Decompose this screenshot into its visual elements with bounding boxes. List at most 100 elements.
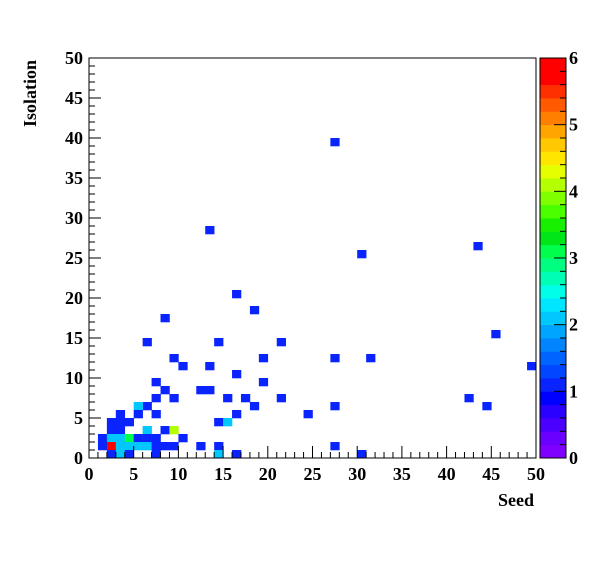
heatmap-cell xyxy=(232,370,242,379)
x-tick-label: 30 xyxy=(348,464,366,484)
colorbar-tick-label: 1 xyxy=(569,381,578,401)
x-tick-label: 35 xyxy=(393,464,411,484)
heatmap-cell xyxy=(133,410,143,419)
colorbar-swatch xyxy=(540,338,566,352)
heatmap-cell xyxy=(133,442,143,451)
heatmap-cell xyxy=(357,450,367,459)
x-axis-label: Seed xyxy=(498,490,534,510)
colorbar-swatch xyxy=(540,324,566,339)
heatmap-cell xyxy=(142,426,152,435)
heatmap-cell xyxy=(115,418,126,427)
heatmap-cell xyxy=(115,426,126,435)
colorbar-swatch xyxy=(540,271,566,286)
heatmap-cell xyxy=(223,394,233,403)
heatmap-cell xyxy=(240,394,251,403)
x-tick-label: 15 xyxy=(214,464,232,484)
heatmap-cell xyxy=(249,306,260,315)
heatmap-cell xyxy=(258,354,269,363)
colorbar-swatch xyxy=(540,191,566,206)
colorbar-swatch xyxy=(540,391,566,406)
heatmap-cell xyxy=(106,434,117,443)
heatmap-cell xyxy=(366,354,376,363)
heatmap-cell xyxy=(169,426,179,435)
axis-ticks xyxy=(88,57,537,459)
heatmap-cell xyxy=(106,450,117,459)
heatmap-cell xyxy=(133,434,143,443)
heatmap-cell xyxy=(223,418,233,427)
y-tick-label: 30 xyxy=(65,208,83,228)
heatmap-cell xyxy=(160,426,170,435)
heatmap-cell xyxy=(115,450,126,459)
heatmap-cell xyxy=(232,290,242,299)
colorbar-swatch xyxy=(540,298,566,312)
x-tick-label: 0 xyxy=(85,464,94,484)
colorbar-swatch xyxy=(540,124,566,139)
colorbar-tick-label: 2 xyxy=(569,315,578,335)
heatmap-cell xyxy=(133,402,143,411)
colorbar-swatch xyxy=(540,58,566,72)
heatmap-cell xyxy=(214,338,224,347)
heatmap-cell xyxy=(178,434,188,443)
y-axis-label: Isolation xyxy=(20,60,40,127)
y-tick-label: 25 xyxy=(65,248,83,268)
colorbar-swatch xyxy=(540,218,566,232)
heatmap-cell xyxy=(106,442,117,451)
heatmap-cell xyxy=(214,418,224,427)
colorbar-swatch xyxy=(540,364,566,379)
heatmap-cell xyxy=(151,442,161,451)
colorbar-swatch xyxy=(540,204,566,219)
colorbar-swatch xyxy=(540,311,566,326)
heatmap-cell xyxy=(527,362,537,371)
heatmap-cell xyxy=(115,442,126,451)
x-tick-label: 40 xyxy=(438,464,456,484)
y-tick-label: 40 xyxy=(65,128,83,148)
heatmap-cell xyxy=(491,330,501,339)
heatmap-cell xyxy=(303,410,313,419)
colorbar-swatch xyxy=(540,431,566,446)
colorbar-swatch xyxy=(540,138,566,152)
x-tick-label: 5 xyxy=(129,464,138,484)
colorbar-swatch xyxy=(540,71,566,86)
heatmap-cell xyxy=(160,314,170,323)
heatmap-cell xyxy=(249,402,260,411)
heatmap-cell xyxy=(169,394,179,403)
heatmap-cell xyxy=(276,338,286,347)
heatmap-cell xyxy=(151,450,161,459)
heatmap-cell xyxy=(106,426,117,435)
heatmap-cell xyxy=(169,354,179,363)
heatmap-cell xyxy=(169,442,179,451)
colorbar-swatch xyxy=(540,111,566,126)
colorbar-tick-label: 4 xyxy=(569,181,578,201)
y-tick-label: 10 xyxy=(65,368,83,388)
heatmap-cell xyxy=(142,402,152,411)
colorbar-tick-label: 3 xyxy=(569,248,578,268)
colorbar-swatch xyxy=(540,284,566,299)
heatmap-cell xyxy=(151,434,161,443)
heatmap-cell xyxy=(196,442,206,451)
heatmap-cell xyxy=(214,450,224,459)
heatmap-cells xyxy=(97,138,537,459)
heatmap-cell xyxy=(464,394,474,403)
colorbar-swatch xyxy=(540,444,566,459)
heatmap-cell xyxy=(357,250,367,259)
heatmap-cell xyxy=(124,434,134,443)
heatmap-cell xyxy=(276,394,286,403)
heatmap-cell xyxy=(330,354,340,363)
heatmap-cell xyxy=(142,338,152,347)
colorbar-swatch xyxy=(540,244,566,259)
heatmap-cell xyxy=(232,410,242,419)
x-tick-label: 10 xyxy=(169,464,187,484)
heatmap-cell xyxy=(258,378,269,387)
x-tick-label: 20 xyxy=(259,464,277,484)
y-tick-label: 5 xyxy=(74,408,83,428)
x-tick-label: 45 xyxy=(482,464,500,484)
heatmap-cell xyxy=(205,362,215,371)
heatmap-cell xyxy=(124,418,134,427)
heatmap-cell xyxy=(124,450,134,459)
heatmap-cell xyxy=(97,434,108,443)
y-tick-label: 45 xyxy=(65,88,83,108)
colorbar-tick-label: 0 xyxy=(569,448,578,468)
colorbar-swatch xyxy=(540,404,566,419)
heatmap-cell xyxy=(232,450,242,459)
